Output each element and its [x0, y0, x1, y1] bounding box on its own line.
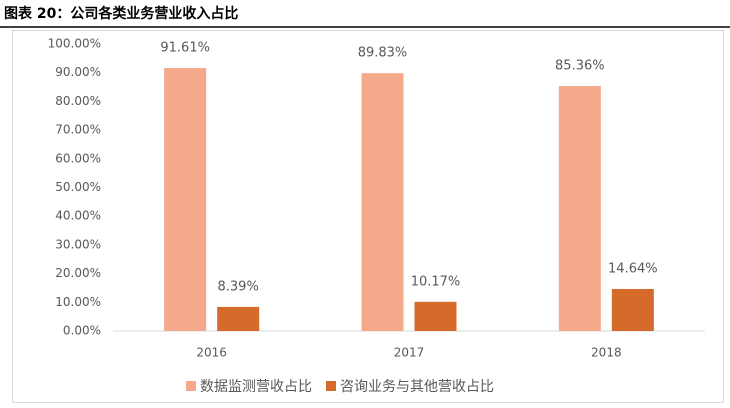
- bar: [611, 288, 654, 331]
- value-label: 8.39%: [218, 279, 259, 294]
- x-tick-label: 2017: [394, 346, 425, 360]
- legend-label: 咨询业务与其他营收占比: [340, 379, 494, 395]
- y-tick-label: 50.00%: [55, 180, 101, 194]
- y-tick-label: 60.00%: [55, 151, 101, 165]
- chart-title: 图表 20：公司各类业务营业收入占比: [4, 5, 238, 22]
- y-tick-label: 70.00%: [55, 123, 101, 137]
- value-label: 91.61%: [160, 41, 210, 56]
- y-tick-label: 10.00%: [55, 295, 101, 309]
- bar: [361, 73, 404, 331]
- x-tick-label: 2016: [196, 346, 227, 360]
- y-tick-label: 0.00%: [63, 324, 101, 338]
- bar: [414, 301, 457, 331]
- value-label: 10.17%: [411, 274, 461, 289]
- value-label: 89.83%: [358, 46, 408, 61]
- y-tick-label: 20.00%: [55, 266, 101, 280]
- y-tick-label: 80.00%: [55, 94, 101, 108]
- legend-label: 数据监测营收占比: [200, 379, 312, 395]
- legend-swatch: [326, 381, 336, 391]
- chart-frame: [12, 30, 724, 403]
- bar: [164, 68, 207, 332]
- value-label: 85.36%: [555, 59, 605, 74]
- y-tick-label: 90.00%: [55, 65, 101, 79]
- x-tick-label: 2018: [591, 346, 622, 360]
- bar: [558, 86, 601, 331]
- legend-swatch: [186, 381, 196, 391]
- value-label: 14.64%: [608, 261, 658, 276]
- y-tick-label: 40.00%: [55, 209, 101, 223]
- y-tick-label: 30.00%: [55, 237, 101, 251]
- bar: [217, 306, 260, 331]
- y-tick-label: 100.00%: [48, 37, 101, 51]
